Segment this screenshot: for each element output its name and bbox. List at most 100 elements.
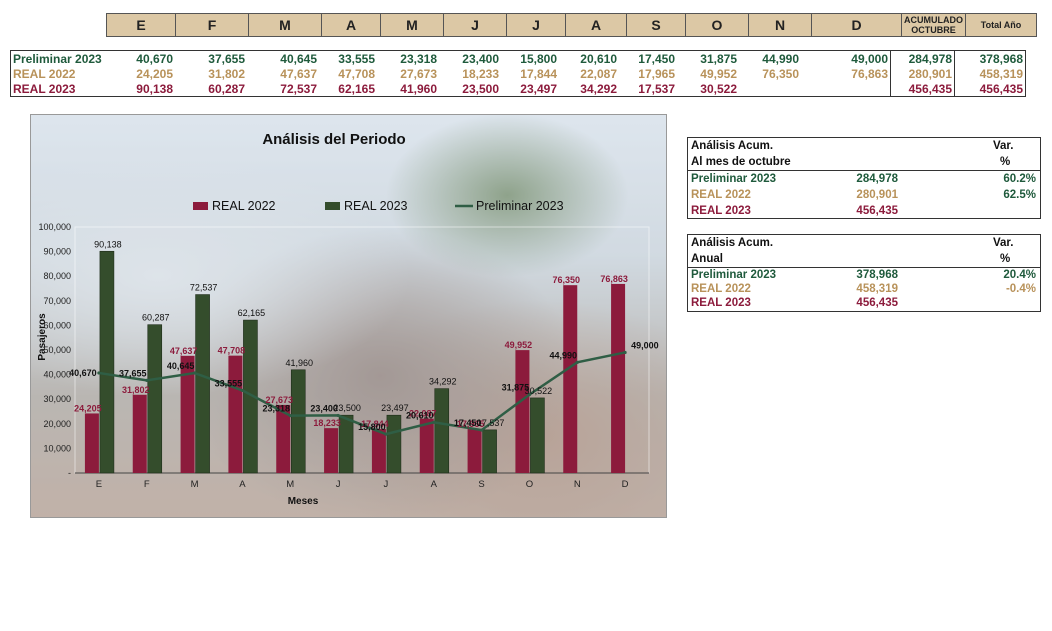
bar-real-2023 <box>147 324 163 474</box>
table-cell: 76,350 <box>762 66 799 81</box>
point-preliminar-2023 <box>145 378 149 382</box>
bar-real-2023 <box>530 397 545 474</box>
data-label-real-2022: 27,673 <box>265 395 293 405</box>
data-label-real-2023: 17,537 <box>477 418 505 428</box>
chart-legend: REAL 2022 REAL 2023 Preliminar 2023 <box>193 199 564 213</box>
bar-real-2022 <box>611 283 626 473</box>
table-cell: 17,450 <box>619 50 677 66</box>
data-label-real-2023: 23,497 <box>381 403 409 413</box>
y-tick-label: 90,000 <box>43 247 71 257</box>
table-cell: 17,965 <box>638 66 675 81</box>
data-label-real-2023: 62,165 <box>238 308 266 318</box>
x-tick-label: E <box>96 479 102 490</box>
data-label-real-2022: 24,205 <box>74 403 102 413</box>
analysis-row-label: REAL 2022 <box>691 189 751 201</box>
table-cell: 76,863 <box>851 66 888 81</box>
data-label-real-2023: 34,292 <box>429 377 457 387</box>
analysis-row-value: 280,901 <box>856 189 898 201</box>
y-tick-label: 20,000 <box>43 419 71 429</box>
data-label-preliminar-2023: 17,450 <box>454 418 482 428</box>
y-tick-label: 10,000 <box>43 443 71 453</box>
point-preliminar-2023 <box>384 432 388 436</box>
table-cell: 37,655 <box>175 50 247 66</box>
table-cell: 17,537 <box>619 81 677 97</box>
month-header-cell: J <box>443 13 507 37</box>
data-label-preliminar-2023: 40,645 <box>167 361 195 371</box>
chart-panel: Análisis del Periodo REAL 2022 REAL 2023… <box>30 114 667 518</box>
row-label: REAL 2022 <box>10 66 107 81</box>
row-label: Preliminar 2023 <box>10 50 107 66</box>
point-preliminar-2023 <box>336 413 340 418</box>
bar-real-2022 <box>419 418 434 473</box>
analysis-oct-box: Análisis Acum. Var. Al mes de octubre % … <box>687 137 1041 219</box>
analysis-row-value: 284,978 <box>856 173 898 185</box>
analysis-row-var: -0.4% <box>1005 283 1036 295</box>
y-tick-label: 80,000 <box>43 271 71 281</box>
bar-real-2022 <box>563 285 578 473</box>
y-tick-label: 60,000 <box>43 320 71 330</box>
x-axis-label: Meses <box>288 496 319 507</box>
analysis-row-var: 60.2% <box>1003 173 1036 185</box>
bar-real-2022 <box>324 428 339 473</box>
data-label-real-2022: 76,350 <box>552 275 580 285</box>
point-preliminar-2023 <box>97 371 101 375</box>
data-label-real-2022: 18,233 <box>313 418 341 428</box>
data-label-real-2022: 47,708 <box>218 346 246 356</box>
table-cell: 49,000 <box>801 50 891 66</box>
table-cell: 41,960 <box>377 81 439 97</box>
x-tick-label: A <box>431 479 438 490</box>
table-cell: 47,637 <box>280 66 317 81</box>
bar-real-2022 <box>467 428 482 473</box>
y-tick-label: 100,000 <box>38 222 71 232</box>
x-tick-label: S <box>478 479 484 490</box>
y-tick-label: 40,000 <box>43 370 71 380</box>
month-header-cell: D <box>811 13 902 37</box>
table-cell: 23,500 <box>439 81 501 97</box>
bar-real-2023 <box>386 414 402 474</box>
total-cell: 458,319 <box>954 66 1026 81</box>
data-label-real-2022: 17,965 <box>457 419 485 429</box>
x-tick-label: M <box>191 479 199 490</box>
bar-real-2022 <box>515 350 530 473</box>
table-cell: 47,708 <box>338 66 375 81</box>
acumulado-header: ACUMULADO OCTUBRE <box>901 13 966 37</box>
acum-cell: 456,435 <box>890 81 955 97</box>
table-cell: 40,670 <box>107 50 175 66</box>
table-cell: 90,138 <box>107 81 175 97</box>
bar-real-2023 <box>195 294 210 474</box>
data-label-real-2022: 47,637 <box>170 346 198 356</box>
analysis-row-label: REAL 2023 <box>691 297 751 309</box>
month-header-cell: M <box>248 13 322 37</box>
bar-real-2022 <box>84 413 99 473</box>
legend-label-preliminar-2023: Preliminar 2023 <box>476 199 564 213</box>
month-header-cell: E <box>106 13 176 37</box>
month-header-cell: O <box>685 13 749 37</box>
table-cell: 17,844 <box>520 66 557 81</box>
data-label-real-2022: 22,087 <box>409 409 437 419</box>
chart-title: Análisis del Periodo <box>262 131 405 148</box>
table-cell: 33,555 <box>319 50 377 66</box>
analysis-row-var: 20.4% <box>1003 269 1036 281</box>
analysis-row-value: 378,968 <box>856 269 898 281</box>
table-row: REAL 2022 24,205 31,802 47,637 47,708 27… <box>10 66 1026 81</box>
data-label-preliminar-2023: 49,000 <box>631 340 659 350</box>
x-tick-label: M <box>286 479 294 490</box>
data-label-preliminar-2023: 20,610 <box>406 410 434 420</box>
bar-real-2022 <box>371 429 386 473</box>
acum-cell: 280,901 <box>890 66 955 81</box>
analysis-row-value: 456,435 <box>856 297 898 309</box>
total-header: Total Año <box>965 13 1037 37</box>
table-row: Preliminar 2023 40,670 37,655 40,645 33,… <box>10 50 1026 66</box>
y-axis-label: Pasajeros <box>37 313 48 361</box>
analysis-year-box: Análisis Acum. Var. Anual % Preliminar 2… <box>687 234 1041 312</box>
y-tick-label: 30,000 <box>43 394 71 404</box>
data-label-preliminar-2023: 31,875 <box>502 383 530 393</box>
var-header: Var. <box>993 237 1014 249</box>
analysis-subtitle: Al mes de octubre <box>691 156 791 168</box>
data-label-preliminar-2023: 33,555 <box>215 378 243 388</box>
data-label-real-2023: 60,287 <box>142 313 170 323</box>
table-cell: 20,610 <box>559 50 619 66</box>
pct-header: % <box>1000 253 1011 265</box>
data-label-real-2022: 31,802 <box>122 385 150 395</box>
data-label-real-2022: 76,863 <box>600 274 628 284</box>
